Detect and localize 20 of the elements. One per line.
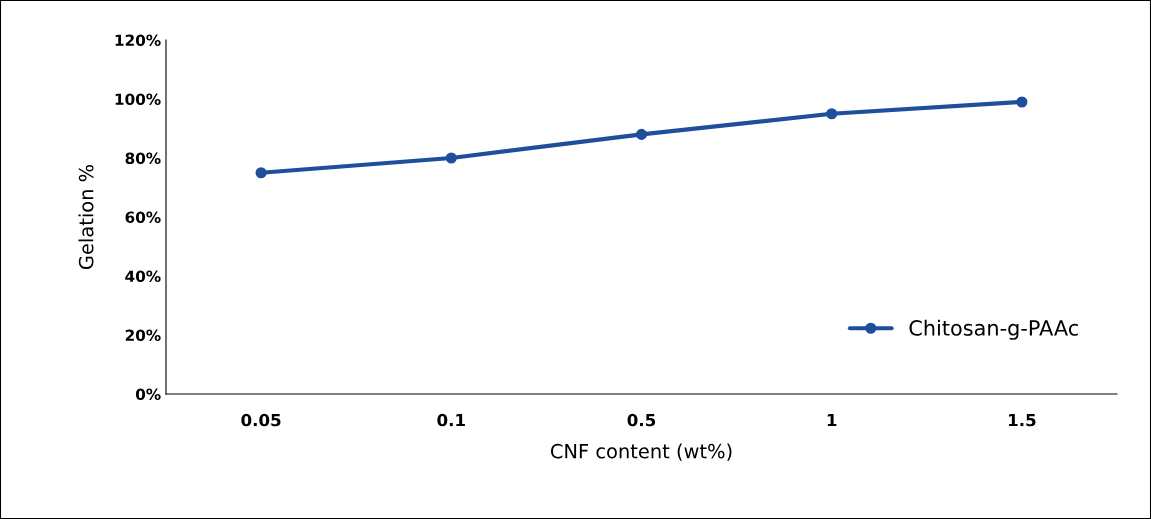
y-tick-label: 0% xyxy=(135,388,161,401)
y-axis-title: Gelation % xyxy=(78,164,94,270)
point xyxy=(255,167,267,179)
legend-label: Chitosan-g-PAAc xyxy=(909,319,1078,340)
point xyxy=(826,108,838,120)
x-tick-label: 0.1 xyxy=(437,413,465,427)
y-tick-label: 20% xyxy=(125,329,161,342)
x-tick-label: 1 xyxy=(827,413,837,427)
y-tick-label: 80% xyxy=(125,152,161,165)
point xyxy=(635,128,648,140)
point xyxy=(445,152,457,164)
y-tick-label: 60% xyxy=(125,211,161,224)
y-tick-label: 120% xyxy=(115,34,161,47)
x-tick-label: 0.5 xyxy=(627,413,656,427)
x-tick-label: 1.5 xyxy=(1009,413,1036,427)
point xyxy=(1016,96,1028,108)
x-axis-title: CNF content (wt%) xyxy=(550,443,732,461)
x-tick-label: 0.05 xyxy=(241,413,281,427)
y-tick-label: 40% xyxy=(125,270,161,283)
y-tick-label: 100% xyxy=(115,93,161,106)
